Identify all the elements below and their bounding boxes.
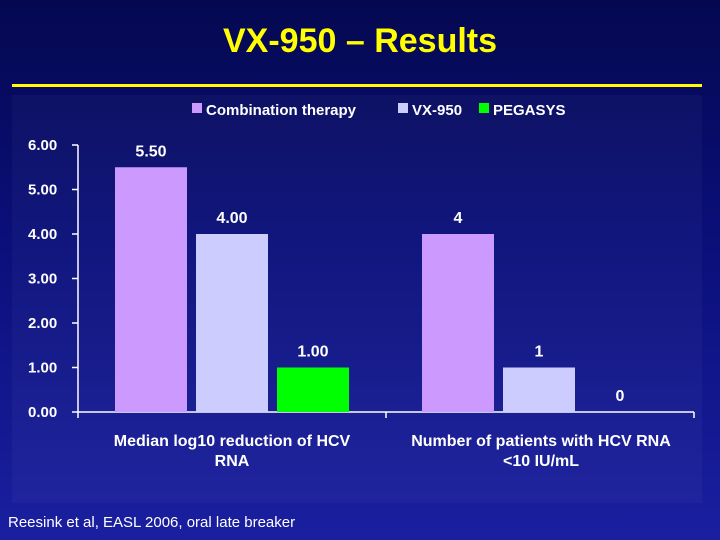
data-label: 4.00 <box>216 210 247 227</box>
bar <box>115 167 187 412</box>
bar <box>422 234 494 412</box>
legend-swatch <box>479 103 489 113</box>
bar <box>277 367 349 412</box>
data-label: 1 <box>535 344 544 361</box>
axes: 0.00 1.00 2.00 3.00 4.00 5.00 6.00 Median log10… <box>28 137 695 470</box>
x-category-label: RNA <box>215 453 250 470</box>
legend-label: Combination therapy <box>206 102 357 119</box>
legend-swatch <box>398 103 408 113</box>
y-tick-label: 4.00 <box>28 226 57 243</box>
data-label: 0 <box>616 388 625 405</box>
data-label: 5.50 <box>135 143 166 160</box>
data-label: 1.00 <box>297 344 328 361</box>
y-tick-label: 5.00 <box>28 182 57 199</box>
y-tick-label: 6.00 <box>28 137 57 154</box>
title-divider <box>12 84 702 87</box>
x-category-label: <10 IU/mL <box>503 453 579 470</box>
bars <box>115 167 575 412</box>
x-category-label: Median log10 reduction of HCV <box>114 433 351 450</box>
x-category-label: Number of patients with HCV RNA <box>411 433 671 450</box>
y-tick-label: 3.00 <box>28 271 57 288</box>
citation-footnote: Reesink et al, EASL 2006, oral late brea… <box>8 514 296 531</box>
legend-label: PEGASYS <box>493 102 566 119</box>
y-tick-label: 2.00 <box>28 315 57 332</box>
data-labels: 5.50 4 4.00 1 1.00 0 <box>135 143 624 405</box>
legend-swatch <box>192 103 202 113</box>
y-tick-label: 0.00 <box>28 404 57 421</box>
y-tick-label: 1.00 <box>28 360 57 377</box>
data-label: 4 <box>454 210 463 227</box>
legend: Combination therapy VX-950 PEGASYS <box>192 102 566 119</box>
slide-title: VX-950 – Results <box>222 22 498 60</box>
legend-label: VX-950 <box>412 102 462 119</box>
bar <box>196 234 268 412</box>
bar <box>503 367 575 412</box>
